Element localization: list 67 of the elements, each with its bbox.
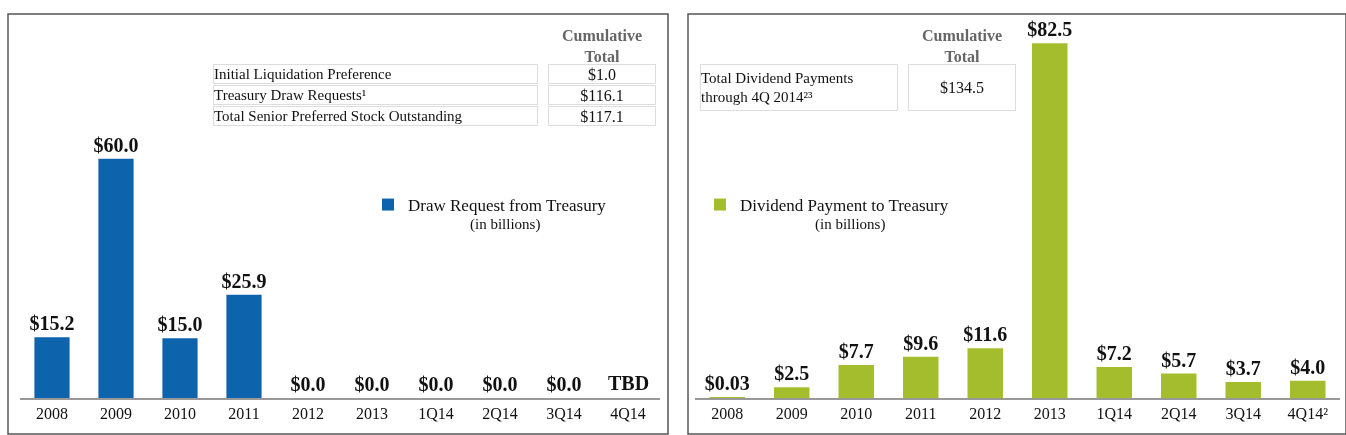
bar [774, 387, 810, 398]
bar [903, 356, 939, 398]
text: Initial Liquidation Preference [214, 66, 392, 82]
legend-label: Draw Request from Treasury [408, 196, 607, 216]
data-label: $5.7 [1161, 348, 1197, 371]
text: Cumulative Total [562, 27, 642, 65]
data-label: $15.0 [157, 313, 203, 336]
x-tick-label: 2012 [292, 404, 324, 422]
annotation: Total Dividend Payments through 4Q 2014²³ [701, 69, 854, 106]
x-tick-label: 2008 [711, 404, 744, 422]
data-label: $25.9 [221, 269, 267, 292]
x-tick-label: 1Q14 [418, 404, 454, 422]
x-tick-label: 2Q14 [482, 404, 518, 422]
bar [838, 364, 874, 398]
text: TBD [608, 372, 650, 394]
data-label: $4.0 [1290, 355, 1326, 378]
bar [967, 348, 1003, 398]
data-label: $82.5 [1027, 18, 1073, 41]
text: Total Senior Preferred Stock Outstanding [214, 108, 463, 124]
bar [1290, 380, 1326, 398]
x-tick-label: 1Q14 [1096, 404, 1133, 422]
x-tick-label: 2Q14 [1160, 404, 1197, 422]
bar [1161, 373, 1197, 398]
data-label: $15.2 [29, 312, 75, 335]
text: $116.1 [580, 86, 624, 104]
data-label: $0.03 [704, 372, 750, 394]
bar [1032, 43, 1068, 398]
x-tick-label: 3Q14 [546, 404, 582, 422]
bar [98, 158, 134, 398]
data-label: $9.6 [903, 331, 939, 354]
x-tick-label: 2008 [36, 404, 68, 422]
data-label: $7.2 [1096, 342, 1132, 365]
x-tick-label: 2013 [1033, 404, 1066, 422]
bar [1225, 382, 1261, 398]
legend-label: Dividend Payment to Treasury [740, 196, 949, 216]
data-label: $0.0 [354, 373, 390, 395]
x-tick-label: 4Q14 [610, 404, 646, 422]
annotation: (in billions) [470, 216, 541, 233]
data-label: $3.7 [1225, 357, 1261, 380]
data-label: $0.0 [418, 373, 454, 395]
bar [1096, 367, 1132, 398]
text: Treasury Draw Requests¹ [214, 87, 367, 103]
x-tick-label: 2009 [100, 404, 132, 422]
text: $117.1 [580, 107, 624, 125]
x-tick-label: 2011 [228, 404, 260, 422]
data-label: $7.7 [838, 339, 874, 362]
x-tick-label: 2011 [905, 404, 937, 422]
x-tick-label: 3Q14 [1225, 404, 1262, 422]
annotation: Cumulative Total [922, 27, 1002, 65]
bar [226, 294, 262, 398]
data-label: $0.0 [546, 373, 582, 395]
data-label: $0.0 [482, 373, 518, 395]
x-tick-label: 2012 [969, 404, 1002, 422]
x-tick-label: 2013 [356, 404, 388, 422]
x-tick-label: 2010 [840, 404, 873, 422]
data-label: $0.0 [290, 373, 326, 395]
bar [34, 337, 70, 398]
text: $1.0 [588, 65, 616, 83]
bar [162, 338, 198, 398]
x-tick-label: 4Q14² [1287, 404, 1329, 422]
data-label: $11.6 [963, 323, 1008, 346]
data-label: $60.0 [93, 133, 139, 156]
data-label: $2.5 [774, 362, 810, 385]
annotation: $134.5 [940, 79, 984, 96]
annotation: (in billions) [815, 216, 886, 233]
x-tick-label: 2010 [164, 404, 196, 422]
x-tick-label: 2009 [775, 404, 808, 422]
